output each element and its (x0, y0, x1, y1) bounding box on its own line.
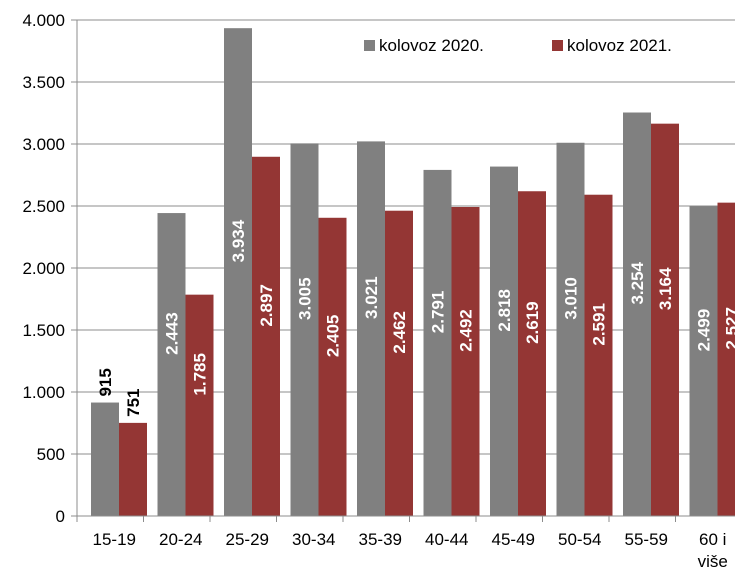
bar (224, 28, 252, 517)
bar (451, 206, 480, 516)
legend-label: kolovoz 2020. (379, 36, 484, 55)
bar-value-label: 3.934 (229, 219, 248, 262)
bars (91, 28, 735, 517)
bar-value-label: 2.791 (429, 291, 448, 334)
bar (119, 422, 147, 516)
y-axis-ticks: 0 500 1.000 1.500 2.000 2.500 3.000 3.500 4.000 (22, 11, 65, 526)
bar-value-label: 2.462 (390, 311, 409, 354)
bar (357, 141, 385, 516)
bar (689, 206, 718, 516)
bar (385, 210, 413, 516)
x-axis-ticks: 15-19 20-24 25-29 30-34 35-39 40-44 45-49 50-54… (93, 530, 728, 568)
legend-label: kolovoz 2021. (567, 36, 672, 55)
y-tick-label: 1.500 (22, 321, 65, 340)
y-tick-label: 2.500 (22, 197, 65, 216)
y-tick-label: 3.500 (22, 73, 65, 92)
bar-value-label: 2.492 (457, 309, 476, 352)
bar (717, 202, 735, 517)
bar (91, 402, 119, 516)
bar-value-label: 2.619 (523, 301, 542, 344)
bar-value-label: 2.897 (257, 284, 276, 327)
bar-value-label: 3.164 (656, 267, 675, 310)
bar-value-label: 3.010 (562, 277, 581, 320)
x-tick-label: 30-34 (292, 530, 335, 549)
x-tick-label: 60 i (699, 530, 726, 549)
bar (651, 123, 679, 516)
bar (490, 166, 518, 516)
bar-value-label: 1.785 (191, 353, 210, 396)
legend-swatch (364, 40, 375, 51)
bar-value-label: 2.527 (723, 307, 735, 350)
axes (71, 19, 735, 522)
bar-value-label: 915 (96, 368, 115, 396)
bar-value-label: 2.405 (324, 315, 343, 358)
y-tick-label: 3.000 (22, 135, 65, 154)
bar (318, 217, 347, 516)
x-tick-label: 25-29 (226, 530, 269, 549)
value-labels: 915 2.443 3.934 3.005 3.021 2.791 2.818 3.010 3.… (96, 219, 735, 417)
bar-value-label: 2.499 (695, 309, 714, 352)
x-tick-label: 45-49 (492, 530, 535, 549)
bar-value-label: 2.591 (590, 303, 609, 346)
bar-value-label: 2.443 (163, 312, 182, 355)
x-tick-label: 50-54 (558, 530, 601, 549)
x-tick-label: više (698, 552, 728, 568)
legend-swatch (552, 40, 563, 51)
y-tick-label: 0 (56, 507, 65, 526)
x-tick-label: 15-19 (93, 530, 136, 549)
bar (556, 142, 585, 516)
y-tick-label: 500 (37, 445, 65, 464)
y-tick-label: 4.000 (22, 11, 65, 30)
legend: kolovoz 2020. kolovoz 2021. (364, 36, 672, 55)
bar-value-label: 3.005 (296, 277, 315, 320)
y-tick-label: 1.000 (22, 383, 65, 402)
bar (518, 191, 546, 516)
x-tick-label: 35-39 (359, 530, 402, 549)
bar (185, 294, 214, 516)
bar-value-label: 3.254 (628, 261, 647, 304)
bar-value-label: 3.021 (362, 276, 381, 319)
bar (423, 169, 452, 516)
x-tick-label: 55-59 (625, 530, 668, 549)
bar (623, 112, 651, 516)
y-tick-label: 2.000 (22, 259, 65, 278)
bar-value-label: 2.818 (495, 289, 514, 332)
bar-value-label: 751 (124, 389, 143, 417)
bar (252, 156, 280, 516)
bar (290, 143, 319, 516)
x-tick-label: 20-24 (159, 530, 202, 549)
x-tick-label: 40-44 (425, 530, 468, 549)
bar (157, 213, 186, 516)
bar (584, 194, 613, 516)
